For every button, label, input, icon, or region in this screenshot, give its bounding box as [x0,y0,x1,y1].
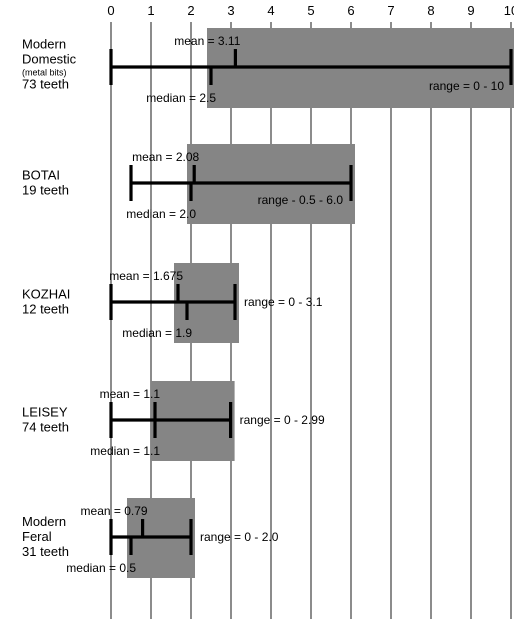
group-name: BOTAI [22,168,60,183]
range-label: range = 0 - 3.1 [244,295,323,309]
x-tick-label: 5 [307,3,314,18]
x-tick-label: 8 [427,3,434,18]
mean-label: mean = 1.675 [109,269,183,283]
median-label: median = 2.5 [146,91,216,105]
mean-label: mean = 0.79 [81,504,148,518]
x-tick-label: 4 [267,3,274,18]
x-tick-label: 3 [227,3,234,18]
x-tick-label: 0 [107,3,114,18]
mean-label: mean = 1.1 [100,387,161,401]
x-tick-label: 10 [504,3,514,18]
median-label: median = 1.1 [90,444,160,458]
group-count: 74 teeth [22,420,69,435]
x-tick-label: 6 [347,3,354,18]
x-tick-label: 1 [147,3,154,18]
group-count: 31 teeth [22,544,69,559]
group-name: Modern [22,37,66,52]
mean-label: mean = 3.11 [174,34,240,48]
group-count: 19 teeth [22,183,69,198]
x-tick-label: 7 [387,3,394,18]
median-label: median = 2.0 [126,207,196,221]
group-subtitle: (metal bits) [22,68,67,78]
group-name: KOZHAI [22,287,70,302]
group-count: 12 teeth [22,302,69,317]
range-label: range = 0 - 2.0 [200,530,279,544]
range-label: range - 0.5 - 6.0 [258,193,344,207]
range-label: range = 0 - 10 [429,79,504,93]
group-name: Feral [22,529,52,544]
group-name: Modern [22,514,66,529]
group-name: LEISEY [22,405,68,420]
median-label: median = 0.5 [66,561,136,575]
median-label: median = 1.9 [122,326,192,340]
range-label: range = 0 - 2.99 [240,413,325,427]
x-tick-label: 2 [187,3,194,18]
mean-label: mean = 2.08 [132,150,199,164]
group-name: Domestic [22,52,77,67]
group-count: 73 teeth [22,77,69,92]
x-tick-label: 9 [467,3,474,18]
